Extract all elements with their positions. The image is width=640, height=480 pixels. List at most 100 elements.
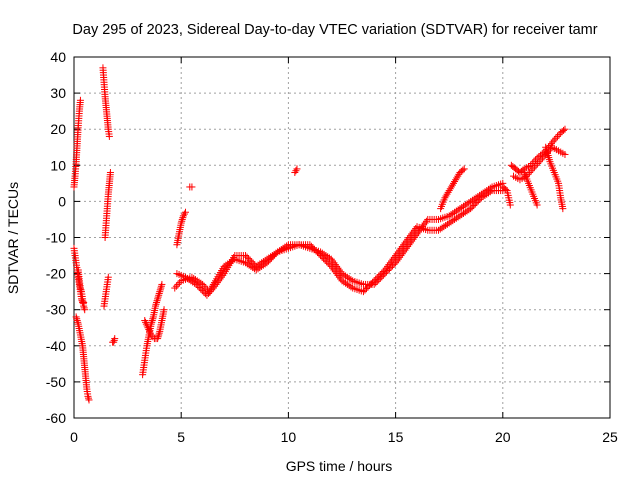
- data-point: [291, 169, 299, 177]
- data-point: [397, 244, 405, 252]
- data-point: [144, 324, 152, 332]
- data-point: [502, 185, 510, 193]
- y-axis: -60 -50 -40 -30 -20 -10 0 10 20 30 40: [46, 49, 610, 426]
- data-point: [382, 264, 390, 272]
- data-point: [171, 284, 179, 292]
- data-point: [378, 269, 386, 277]
- data-point: [219, 271, 227, 279]
- data-point: [85, 396, 93, 404]
- data-point: [330, 259, 338, 267]
- data-point: [180, 210, 188, 218]
- data-point: [185, 276, 193, 284]
- data-point: [187, 277, 195, 285]
- data-point: [156, 286, 164, 294]
- data-point: [447, 218, 455, 226]
- data-point: [458, 203, 466, 211]
- data-point: [254, 261, 262, 269]
- data-point: [174, 280, 182, 288]
- data-point: [408, 230, 416, 238]
- data-point: [306, 241, 314, 249]
- data-point: [157, 284, 165, 292]
- data-point: [158, 280, 166, 288]
- data-point: [261, 256, 269, 264]
- data-point: [292, 167, 300, 175]
- data-point: [342, 279, 350, 287]
- data-point: [547, 140, 555, 148]
- y-tick-label: -50: [46, 374, 66, 390]
- data-point: [199, 280, 207, 288]
- data-point: [329, 264, 337, 272]
- data-point: [460, 165, 468, 173]
- data-point: [146, 329, 154, 337]
- x-tick-label: 25: [602, 429, 618, 445]
- data-point: [268, 252, 276, 260]
- data-point: [533, 201, 541, 209]
- data-point: [242, 252, 250, 260]
- data-point: [401, 239, 409, 247]
- data-point: [252, 262, 260, 270]
- data-point: [153, 297, 161, 305]
- data-point: [188, 183, 196, 191]
- data-point: [468, 196, 476, 204]
- data-point: [394, 248, 402, 256]
- data-point: [400, 241, 408, 249]
- data-point: [451, 208, 459, 216]
- data-point: [141, 317, 149, 325]
- data-point: [376, 271, 384, 279]
- data-point: [194, 282, 202, 290]
- data-point: [215, 277, 223, 285]
- y-tick-label: -20: [46, 266, 66, 282]
- data-point: [421, 219, 429, 227]
- data-point: [442, 192, 450, 200]
- data-point: [258, 259, 266, 267]
- data-point: [449, 217, 457, 225]
- data-point: [454, 206, 462, 214]
- data-point: [243, 260, 251, 268]
- data-point: [561, 150, 569, 158]
- data-point: [242, 259, 250, 267]
- data-point: [385, 261, 393, 269]
- data-point: [142, 320, 150, 328]
- data-point: [436, 225, 444, 233]
- data-point: [256, 260, 264, 268]
- data-point: [151, 302, 159, 310]
- data-point: [195, 284, 203, 292]
- data-point: [366, 281, 374, 289]
- data-point: [553, 132, 561, 140]
- data-point: [249, 259, 257, 267]
- data-point: [452, 176, 460, 184]
- data-point: [338, 277, 346, 285]
- data-point: [449, 179, 457, 187]
- data-point: [477, 194, 485, 202]
- data-point: [388, 257, 396, 265]
- data-point: [453, 174, 461, 182]
- data-point: [389, 255, 397, 263]
- data-point: [440, 223, 448, 231]
- data-point: [265, 254, 273, 262]
- data-point: [361, 286, 369, 294]
- data-point: [110, 336, 118, 344]
- x-tick-label: 0: [70, 429, 78, 445]
- data-point: [448, 181, 456, 189]
- data-point: [345, 274, 353, 282]
- data-point: [77, 286, 85, 294]
- data-point: [148, 317, 156, 325]
- data-point: [559, 205, 567, 213]
- data-point: [312, 247, 320, 255]
- data-point: [172, 282, 180, 290]
- x-axis: 0 5 10 15 20 25: [70, 57, 618, 445]
- data-point: [335, 273, 343, 281]
- data-point: [456, 205, 464, 213]
- data-point: [393, 250, 401, 258]
- data-point: [246, 256, 254, 264]
- data-point: [330, 266, 338, 274]
- data-point: [447, 211, 455, 219]
- data-point: [326, 261, 334, 269]
- data-point: [535, 158, 543, 166]
- data-point: [147, 331, 155, 339]
- data-point: [470, 202, 478, 210]
- data-point: [347, 283, 355, 291]
- data-point: [447, 183, 455, 191]
- data-point: [293, 165, 301, 173]
- data-point: [74, 318, 82, 326]
